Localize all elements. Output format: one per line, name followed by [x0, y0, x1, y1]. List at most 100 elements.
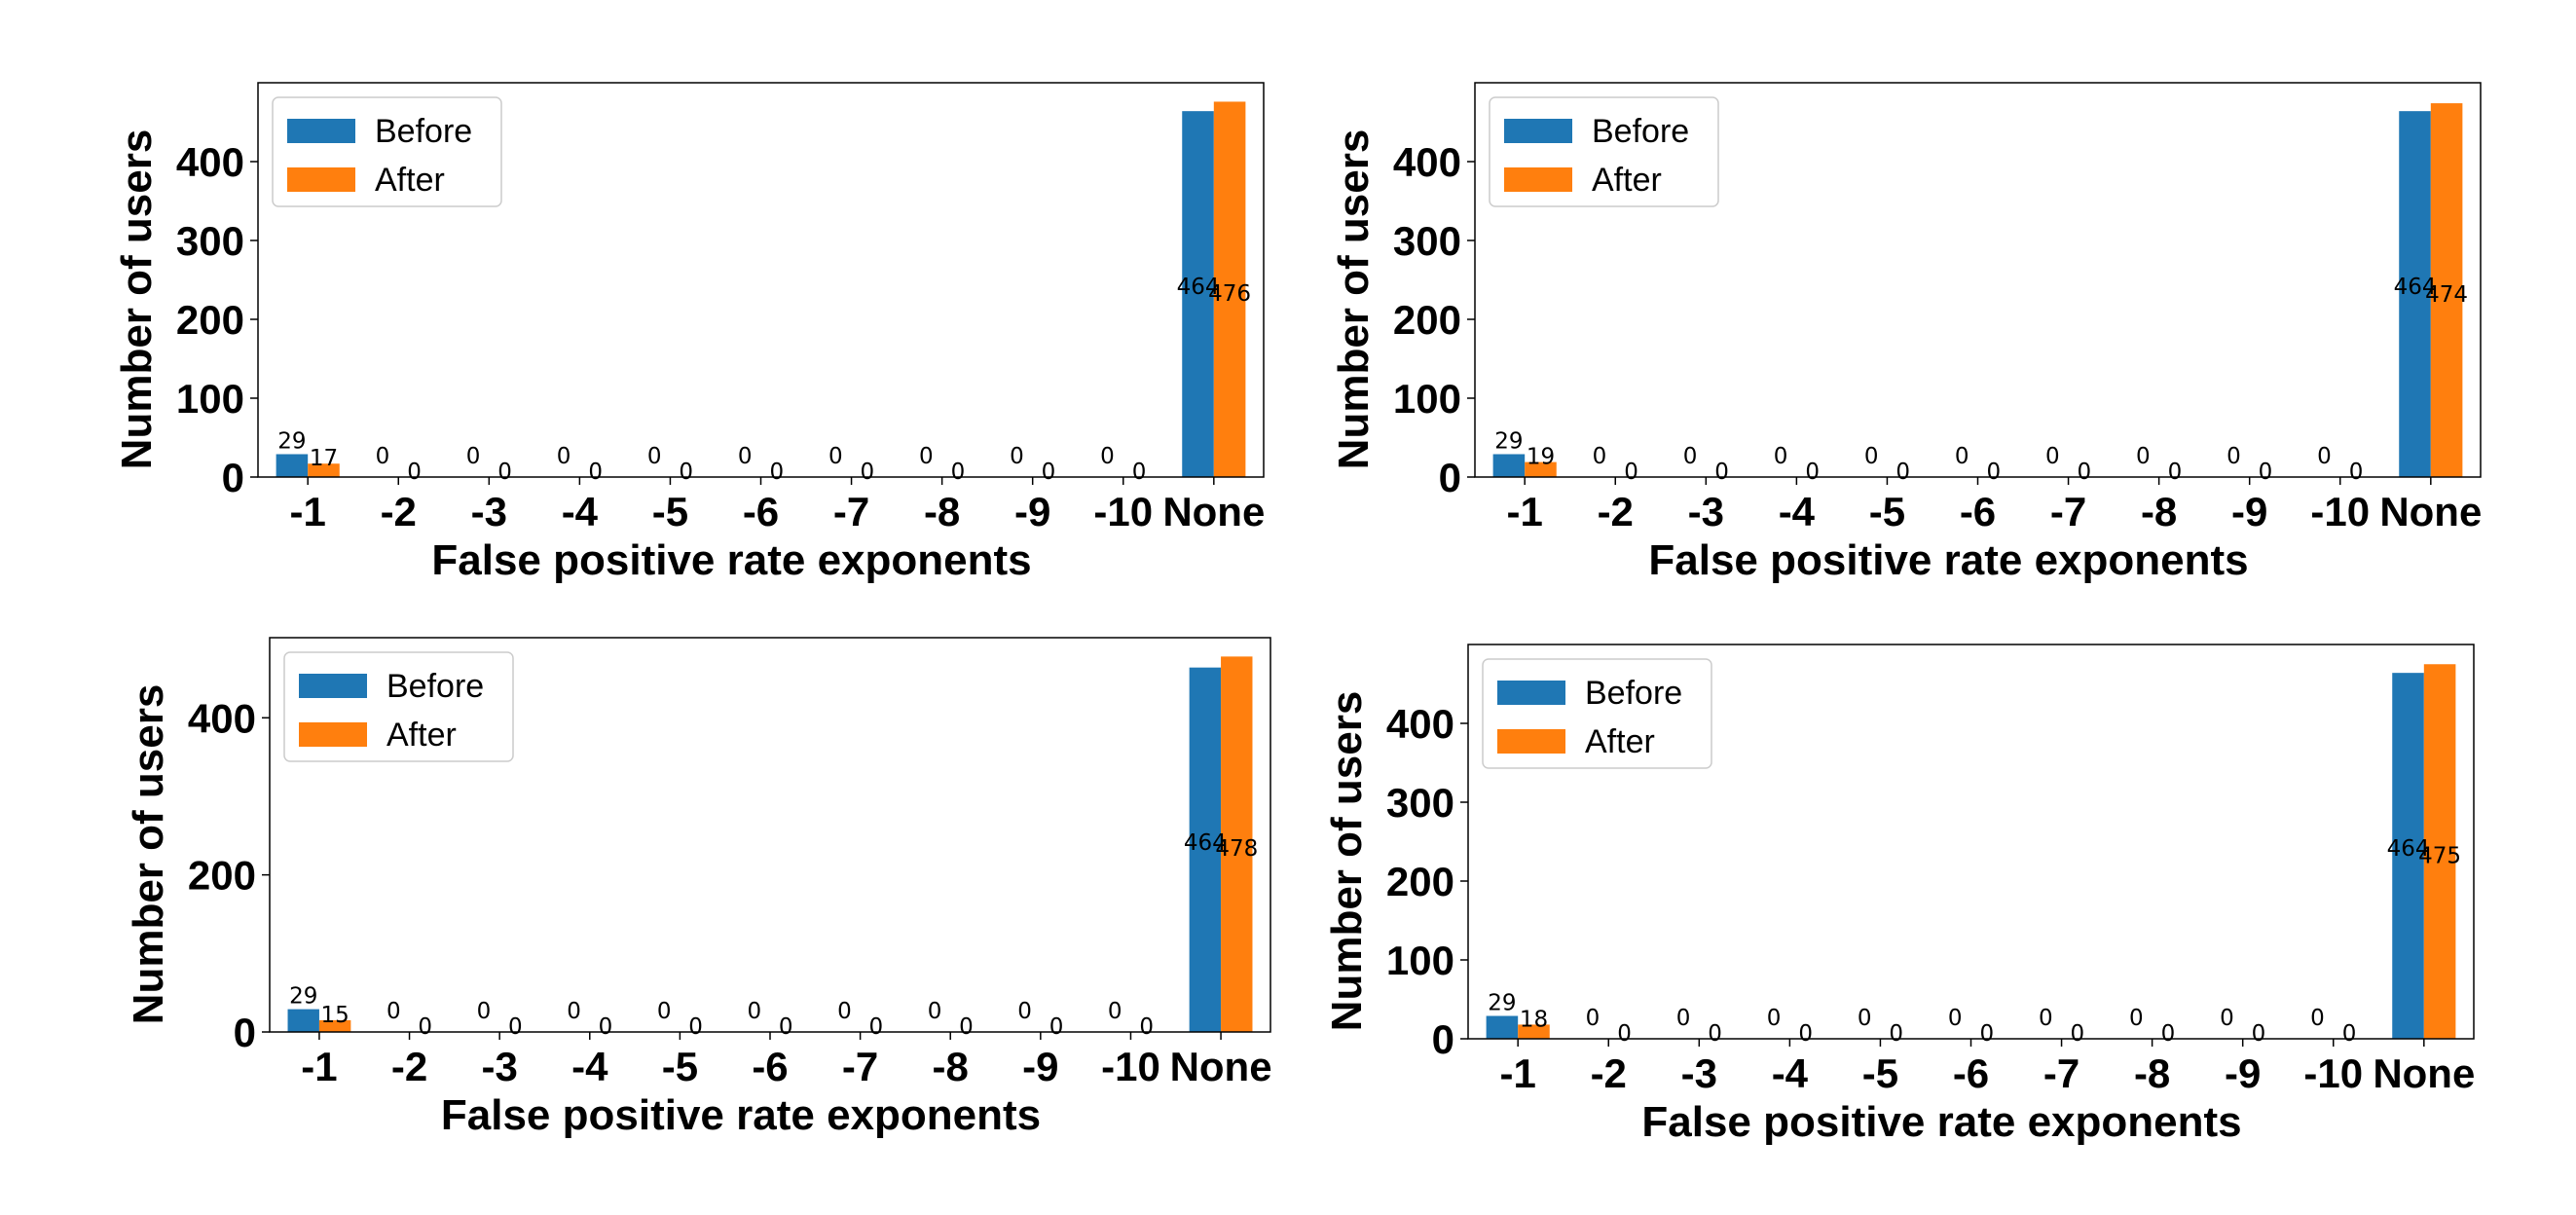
data-label-after-5: 0	[779, 1014, 793, 1040]
x-tick-label: -7	[842, 1044, 878, 1089]
bar-before-10	[1189, 667, 1222, 1032]
x-tick-label: -3	[1681, 1050, 1717, 1096]
data-label-after-4: 0	[679, 460, 693, 485]
data-label-after-10: 478	[1215, 836, 1258, 862]
x-tick-label: -2	[1598, 489, 1634, 534]
y-tick-label: 200	[1393, 297, 1461, 343]
y-axis-title: Number of users	[1330, 129, 1378, 470]
data-label-after-5: 0	[769, 460, 784, 485]
x-tick-label: -8	[2141, 489, 2177, 534]
x-tick-label: -9	[1022, 1044, 1058, 1089]
bar-after-0	[1525, 461, 1557, 477]
legend: Before After	[1482, 658, 1712, 769]
data-label-after-8: 0	[1042, 460, 1056, 485]
bars	[1486, 664, 2456, 1039]
bar-after-0	[308, 463, 340, 477]
bar-after-0	[318, 1019, 351, 1032]
data-label-before-9: 0	[2310, 1006, 2325, 1031]
data-label-after-7: 0	[2161, 1021, 2176, 1047]
x-tick-label: -8	[2134, 1050, 2170, 1096]
data-label-after-3: 0	[599, 1014, 613, 1040]
legend-label-after: After	[386, 717, 457, 754]
data-label-after-4: 0	[1889, 1021, 1903, 1047]
x-tick-label: -5	[662, 1044, 698, 1089]
data-label-after-6: 0	[2078, 460, 2092, 485]
y-axis: 0 200 400	[188, 695, 270, 1055]
bar-after-10	[2423, 664, 2456, 1039]
x-tick-label: -6	[1960, 489, 1996, 534]
data-label-before-2: 0	[1683, 444, 1698, 469]
legend-label-before: Before	[1592, 113, 1689, 150]
data-label-before-4: 0	[1864, 444, 1879, 469]
x-tick-label: -9	[2225, 1050, 2261, 1096]
x-tick-label: -5	[1862, 1050, 1898, 1096]
data-label-before-9: 0	[1100, 444, 1115, 469]
x-tick-label: -10	[2310, 489, 2370, 534]
x-tick-label: -10	[1101, 1044, 1160, 1089]
data-label-before-4: 0	[657, 999, 672, 1024]
data-label-after-6: 0	[2071, 1021, 2085, 1047]
x-axis-title: False positive rate exponents	[431, 536, 1031, 584]
x-tick-label: None	[1170, 1044, 1272, 1089]
data-label-after-7: 0	[951, 460, 966, 485]
data-label-after-8: 0	[2259, 460, 2273, 485]
x-tick-label: None	[1162, 489, 1265, 534]
data-label-before-10: 464	[1177, 275, 1220, 300]
data-label-after-9: 0	[2342, 1021, 2357, 1047]
x-tick-label: -1	[1500, 1050, 1536, 1096]
legend: Before After	[1489, 96, 1719, 207]
y-axis: 0 100 200 300 400	[1386, 701, 1468, 1062]
data-label-before-2: 0	[477, 999, 492, 1024]
bar-after-10	[1213, 101, 1246, 477]
data-label-before-5: 0	[1955, 444, 1969, 469]
data-label-before-10: 464	[1184, 830, 1227, 856]
bar-before-0	[276, 454, 309, 477]
y-tick-label: 400	[1393, 139, 1461, 185]
y-tick-label: 400	[1386, 701, 1454, 747]
legend-swatch-after	[299, 722, 367, 747]
legend-swatch-before	[287, 119, 355, 143]
data-label-before-3: 0	[567, 999, 581, 1024]
data-label-after-4: 0	[688, 1014, 703, 1040]
y-tick-label: 100	[1393, 376, 1461, 422]
y-tick-label: 300	[1393, 218, 1461, 264]
x-tick-label: -6	[752, 1044, 788, 1089]
x-tick-label: -3	[1688, 489, 1724, 534]
data-label-before-1: 0	[1586, 1006, 1601, 1031]
data-label-before-4: 0	[647, 444, 662, 469]
y-tick-label: 0	[1439, 455, 1461, 500]
y-tick-label: 400	[176, 139, 244, 185]
x-tick-label: -2	[391, 1044, 427, 1089]
y-tick-label: 200	[188, 853, 256, 899]
x-tick-label: -4	[1779, 489, 1816, 534]
y-tick-label: 400	[188, 695, 256, 741]
bars	[1492, 103, 2463, 477]
legend-label-after: After	[1592, 162, 1662, 199]
x-tick-label: -9	[1014, 489, 1050, 534]
data-label-after-3: 0	[1805, 460, 1820, 485]
x-tick-label: -3	[481, 1044, 517, 1089]
data-label-before-7: 0	[2136, 444, 2151, 469]
legend-swatch-after	[287, 167, 355, 192]
data-label-before-7: 0	[2129, 1006, 2144, 1031]
data-label-before-4: 0	[1858, 1006, 1872, 1031]
data-label-after-1: 0	[418, 1014, 432, 1040]
x-tick-label: -3	[471, 489, 507, 534]
data-label-before-6: 0	[837, 999, 852, 1024]
bar-after-10	[2430, 103, 2463, 477]
data-label-after-9: 0	[1132, 460, 1147, 485]
bar-before-10	[2399, 111, 2431, 477]
y-tick-label: 100	[1386, 938, 1454, 983]
y-tick-label: 0	[1432, 1016, 1454, 1062]
data-label-before-5: 0	[747, 999, 761, 1024]
data-label-after-0: 17	[310, 446, 338, 471]
data-label-before-8: 0	[2220, 1006, 2234, 1031]
x-tick-label: -5	[652, 489, 688, 534]
x-tick-label: -6	[1953, 1050, 1989, 1096]
data-label-before-6: 0	[2045, 444, 2060, 469]
legend: Before After	[272, 96, 502, 207]
